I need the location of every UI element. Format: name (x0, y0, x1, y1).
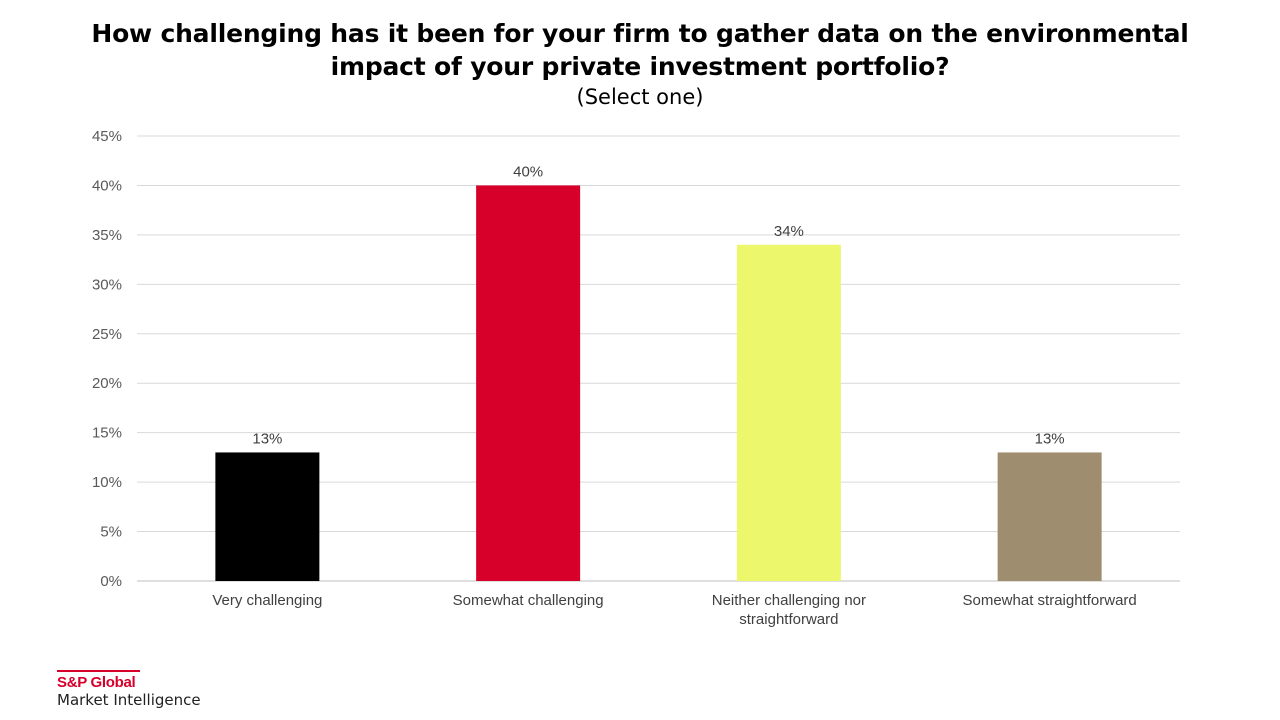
y-tick-label: 15% (92, 425, 122, 442)
chart-title: How challenging has it been for your fir… (91, 19, 1189, 81)
category-label: Neither challenging nor (712, 592, 866, 609)
y-tick-label: 25% (92, 326, 122, 343)
data-label: 40% (513, 163, 543, 180)
y-tick-label: 30% (92, 276, 122, 293)
data-label: 13% (1035, 430, 1065, 447)
y-tick-label: 40% (92, 177, 122, 194)
data-labels: 13% 40% 34% 13% (252, 163, 1064, 447)
chart-subtitle: (Select one) (576, 85, 704, 109)
y-tick-label: 20% (92, 375, 122, 392)
brand-rule (57, 670, 140, 672)
y-axis-ticks: 0% 5% 10% 15% 20% 25% 30% 35% 40% 45% (92, 128, 122, 590)
bar-1 (476, 185, 581, 581)
brand-unit: Market Intelligence (57, 691, 201, 709)
y-tick-label: 10% (92, 474, 122, 491)
brand-logo: S&P Global Market Intelligence (57, 670, 201, 710)
data-label: 34% (774, 223, 804, 240)
category-label: Somewhat straightforward (963, 592, 1137, 609)
bar-2 (736, 244, 841, 581)
category-label: Very challenging (212, 592, 322, 609)
y-tick-label: 0% (100, 573, 122, 590)
bars (215, 185, 1102, 581)
y-tick-label: 5% (100, 524, 122, 541)
y-tick-label: 35% (92, 227, 122, 244)
category-label: Somewhat challenging (453, 592, 604, 609)
data-label: 13% (252, 430, 282, 447)
bar-3 (997, 452, 1102, 581)
category-label: straightforward (739, 611, 838, 628)
y-tick-label: 45% (92, 128, 122, 145)
bar-0 (215, 452, 320, 581)
brand-name: S&P Global (57, 674, 136, 691)
x-axis-categories: Very challenging Somewhat challenging Neit… (212, 592, 1136, 628)
